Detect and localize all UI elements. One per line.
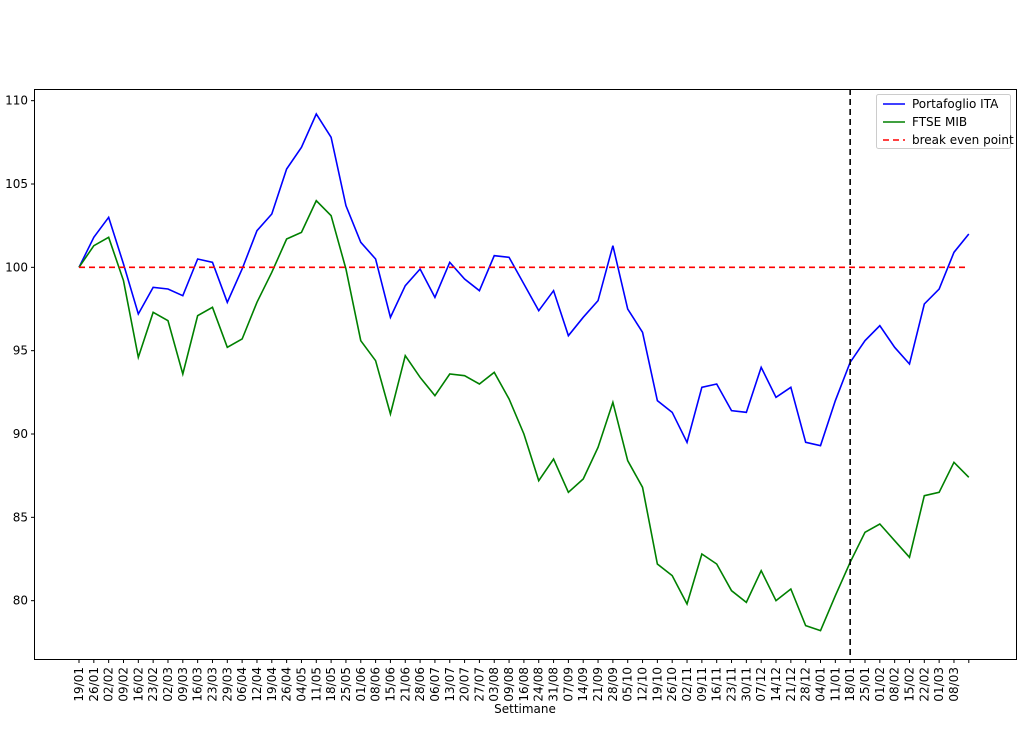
legend-label: FTSE MIB [912,115,967,129]
legend-box [876,94,1011,149]
x-tick-label: 19/04 [265,667,279,702]
x-tick-label: 04/01 [814,667,828,702]
x-tick-label: 07/12 [754,667,768,702]
x-tick-label: 16/08 [517,667,531,702]
x-tick-label: 01/03 [932,667,946,702]
x-tick-label: 09/08 [502,667,516,702]
x-tick-label: 03/08 [487,667,501,702]
x-tick-label: 28/09 [606,667,620,702]
plot-lines [78,89,970,659]
x-tick-label: 21/06 [398,667,412,702]
x-tick-label: 31/08 [547,667,561,702]
y-tick-label: 110 [5,94,28,108]
x-tick-label: 08/02 [888,667,902,702]
x-tick-label: 13/07 [443,667,457,702]
x-tick-label: 29/03 [220,667,234,702]
x-tick-label: 08/03 [947,667,961,702]
x-tick-label: 26/04 [280,667,294,702]
x-tick-label: 05/10 [621,667,635,702]
x-tick-label: 28/12 [799,667,813,702]
x-tick-label: 14/12 [769,667,783,702]
x-tick-label: 12/10 [636,667,650,702]
x-tick-label: 21/12 [784,667,798,702]
x-tick-label: 19/01 [72,667,86,702]
y-tick-label: 90 [13,427,28,441]
x-tick-label: 20/07 [458,667,472,702]
x-tick-label: 06/07 [428,667,442,702]
legend: Portafoglio ITA FTSE MIB break even point [876,94,1014,149]
x-tick-label: 01/06 [354,667,368,702]
x-tick-label: 09/11 [695,667,709,702]
x-tick-label: 16/03 [191,667,205,702]
x-tick-label: 25/05 [339,667,353,702]
x-tick-label: 22/02 [917,667,931,702]
x-tick-label: 11/01 [828,667,842,702]
x-tick-label: 02/02 [102,667,116,702]
legend-label: break even point [912,133,1014,147]
x-tick-label: 09/03 [176,667,190,702]
y-tick-label: 95 [13,344,28,358]
x-tick-label: 23/02 [146,667,160,702]
x-tick-label: 02/03 [161,667,175,702]
series-line-ftse-mib [78,199,970,632]
x-tick-label: 27/07 [472,667,486,702]
x-tick-label: 25/01 [858,667,872,702]
x-tick-label: 28/06 [413,667,427,702]
y-tick-label: 80 [13,594,28,608]
x-tick-label: 21/09 [591,667,605,702]
y-axis-ticks: 80 85 90 95 100 105 110 [5,94,35,608]
series-line-portafoglio-ita [78,112,970,447]
x-tick-label: 23/11 [725,667,739,702]
x-tick-label: 14/09 [576,667,590,702]
x-tick-label: 12/04 [250,667,264,702]
x-axis-label: Settimane [494,702,556,716]
x-tick-label: 18/05 [324,667,338,702]
x-tick-label: 26/01 [87,667,101,702]
y-tick-label: 85 [13,510,28,524]
x-tick-label: 06/04 [235,667,249,702]
x-tick-label: 18/01 [843,667,857,702]
x-tick-label: 24/08 [532,667,546,702]
y-tick-label: 105 [5,177,28,191]
x-tick-label: 30/11 [739,667,753,702]
x-tick-label: 02/11 [680,667,694,702]
x-tick-label: 09/02 [116,667,130,702]
x-tick-label: 11/05 [309,667,323,702]
x-tick-label: 16/11 [710,667,724,702]
x-axis-ticks: 19/01 26/01 02/02 09/02 16/02 23/02 02/03 09/03… [72,659,970,702]
y-tick-label: 100 [5,260,28,274]
legend-label: Portafoglio ITA [912,97,999,111]
x-tick-label: 07/09 [561,667,575,702]
x-tick-label: 01/02 [873,667,887,702]
plot-area-frame [34,89,1017,660]
x-tick-label: 26/10 [665,667,679,702]
x-tick-label: 15/02 [902,667,916,702]
x-tick-label: 23/03 [205,667,219,702]
x-tick-label: 04/05 [294,667,308,702]
x-tick-label: 16/02 [131,667,145,702]
x-tick-label: 19/10 [650,667,664,702]
x-tick-label: 15/06 [383,667,397,702]
x-tick-label: 08/06 [369,667,383,702]
